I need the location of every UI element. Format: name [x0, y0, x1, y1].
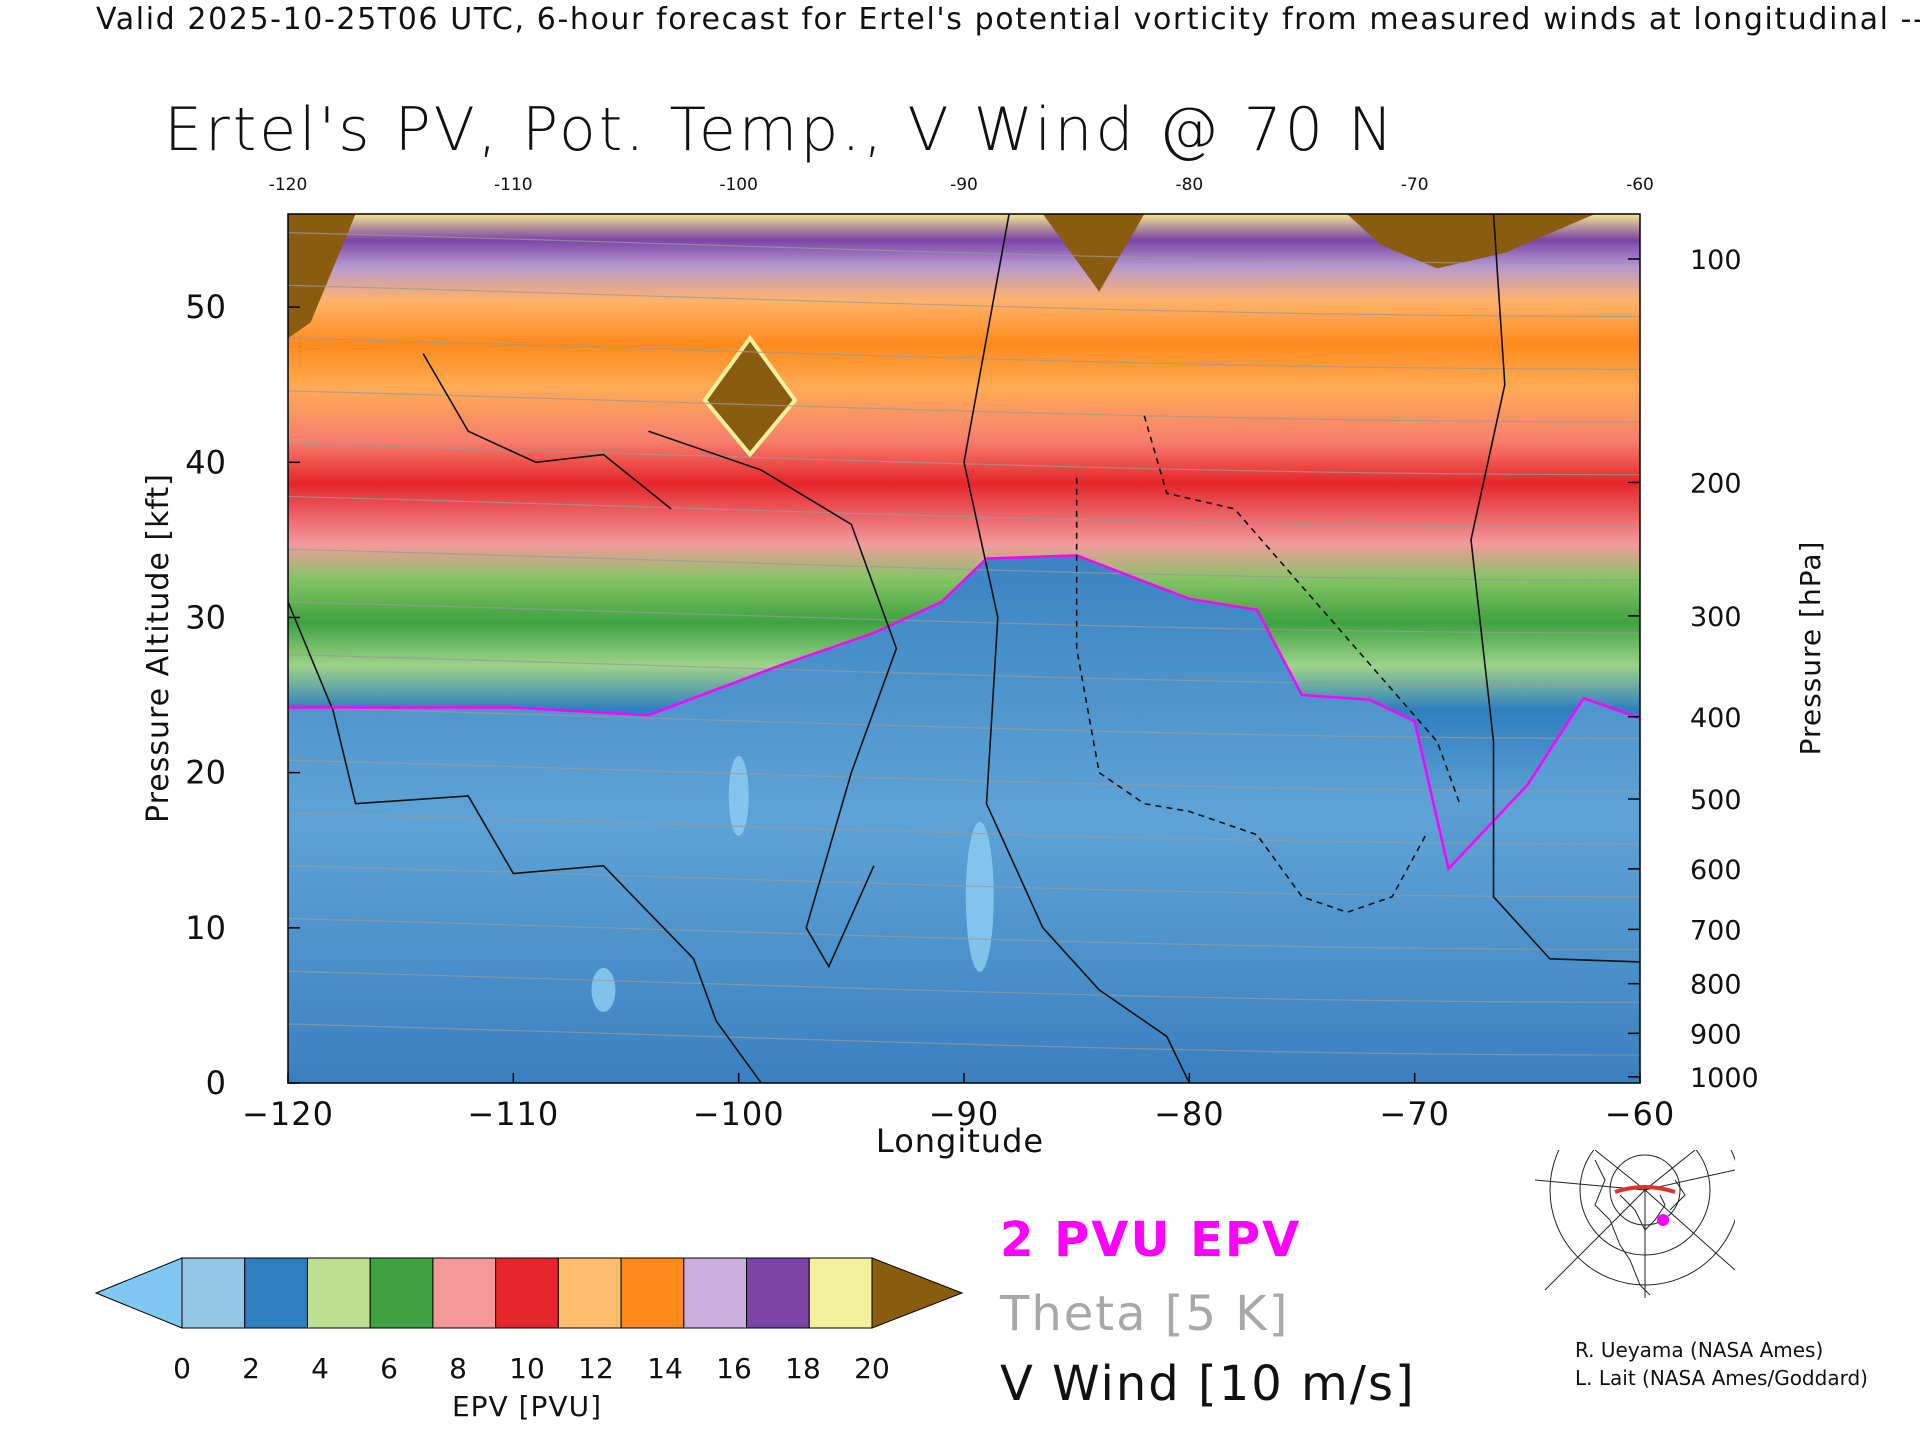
- legend-theta-label: Theta [5 K]: [1000, 1286, 1290, 1342]
- high-pv-cap: [702, 334, 798, 458]
- theta-contour: [288, 970, 1640, 1003]
- colorbar-tick-label: 6: [380, 1352, 398, 1385]
- longitude-track: [1614, 1185, 1676, 1194]
- low-pv-patch: [965, 821, 994, 972]
- colorbar-tick-label: 2: [242, 1352, 260, 1385]
- theta-contour: [288, 759, 1640, 792]
- y-tick-label: 40: [185, 443, 226, 481]
- x-tick-label: −70: [1379, 1095, 1450, 1133]
- low-pv-patch: [591, 967, 616, 1012]
- pressure-tick-label: 1000: [1690, 1063, 1759, 1094]
- theta-contour: [288, 548, 1640, 581]
- colorbar-segment: [495, 1257, 559, 1329]
- colorbar-segment: [181, 1257, 246, 1329]
- top-x-tick-label: -120: [269, 175, 308, 195]
- x-axis-label: Longitude: [876, 1122, 1044, 1160]
- legend-pv-label: 2 PVU EPV: [1000, 1212, 1302, 1268]
- pressure-tick-label: 100: [1690, 245, 1742, 276]
- pressure-tick-label: 400: [1690, 703, 1742, 734]
- theta-contour: [288, 495, 1640, 529]
- theta-contour: [288, 284, 1640, 318]
- theta-contour: [288, 654, 1640, 687]
- pressure-tick-label: 900: [1690, 1019, 1742, 1050]
- x-tick-label: −60: [1605, 1095, 1676, 1133]
- colorbar-tick-label: 16: [716, 1352, 752, 1385]
- credit-line-1: R. Ueyama (NASA Ames): [1575, 1338, 1824, 1362]
- y-axis-label: Pressure Altitude [kft]: [141, 473, 176, 823]
- credit-line-2: L. Lait (NASA Ames/Goddard): [1575, 1366, 1868, 1390]
- colorbar-segment: [683, 1257, 748, 1329]
- theta-contour: [288, 390, 1640, 423]
- colorbar-tick-label: 10: [509, 1352, 545, 1385]
- wind-contour: [1470, 214, 1640, 963]
- x-tick-label: −80: [1154, 1095, 1225, 1133]
- theta-contour: [288, 865, 1640, 898]
- wind-contour: [963, 214, 1191, 1083]
- pressure-tick-label: 500: [1690, 785, 1742, 816]
- colorbar-segment: [432, 1257, 497, 1329]
- location-marker: [1657, 1214, 1669, 1226]
- colorbar-tick-label: 8: [449, 1352, 467, 1385]
- colorbar-tick-label: 12: [578, 1352, 614, 1385]
- polar-map-icon: [1535, 1150, 1735, 1298]
- colorbar-tick-label: 20: [854, 1352, 890, 1385]
- legend-wind-label: V Wind [10 m/s]: [1000, 1356, 1416, 1412]
- colorbar-tick-label: 14: [647, 1352, 683, 1385]
- wind-contour: [1143, 415, 1461, 804]
- theta-contour: [288, 337, 1640, 370]
- high-pv-cap: [288, 214, 356, 339]
- pressure-tick-label: 700: [1690, 915, 1742, 946]
- x-tick-label: −110: [467, 1095, 559, 1133]
- high-pv-cap: [1347, 214, 1595, 269]
- wind-contour: [288, 601, 762, 1083]
- y-tick-label: 0: [206, 1064, 226, 1102]
- theta-contour: [288, 232, 1640, 265]
- colorbar-under-arrow: [94, 1257, 183, 1329]
- theta-contour: [288, 1023, 1640, 1056]
- top-x-tick-label: -110: [494, 175, 533, 195]
- pressure-tick-label: 800: [1690, 970, 1742, 1001]
- x-tick-label: −100: [693, 1095, 785, 1133]
- colorbar-tick-label: 18: [785, 1352, 821, 1385]
- top-x-tick-label: -90: [950, 175, 978, 195]
- pv-field-lower: [288, 555, 1640, 1083]
- pressure-tick-label: 600: [1690, 855, 1742, 886]
- theta-contour: [288, 812, 1640, 845]
- top-x-tick-label: -100: [719, 175, 758, 195]
- colorbar-segment: [244, 1257, 308, 1329]
- y-tick-label: 30: [185, 598, 226, 636]
- top-x-tick-label: -80: [1175, 175, 1203, 195]
- pressure-tick-label: 200: [1690, 468, 1742, 499]
- header-line: Valid 2025-10-25T06 UTC, 6-hour forecast…: [96, 2, 1920, 37]
- colorbar-segment: [620, 1257, 685, 1329]
- y-tick-label: 10: [185, 909, 226, 947]
- wind-contour: [648, 430, 898, 969]
- colorbar-segment: [746, 1257, 810, 1329]
- colorbar-tick-label: 4: [311, 1352, 329, 1385]
- low-pv-patch: [728, 755, 749, 836]
- y-tick-label: 50: [185, 288, 226, 326]
- colorbar-tick-label: 0: [173, 1352, 191, 1385]
- pv2-contour: [288, 554, 1640, 872]
- theta-contour: [288, 917, 1640, 951]
- colorbar-segment: [369, 1257, 434, 1329]
- theta-contour: [288, 601, 1640, 634]
- x-tick-label: −90: [929, 1095, 1000, 1133]
- high-pv-cap: [1042, 214, 1145, 292]
- top-x-tick-label: -60: [1626, 175, 1654, 195]
- wind-contour: [422, 353, 672, 510]
- wind-contour: [1075, 477, 1427, 914]
- colorbar-segment: [306, 1257, 371, 1329]
- top-x-tick-label: -70: [1401, 175, 1429, 195]
- colorbar-label: EPV [PVU]: [452, 1390, 602, 1423]
- chart-title: Ertel's PV, Pot. Temp., V Wind @ 70 N: [164, 95, 1396, 165]
- x-tick-label: −120: [242, 1095, 334, 1133]
- colorbar-segment: [557, 1257, 622, 1329]
- colorbar-segment: [808, 1257, 873, 1329]
- pressure-tick-label: 300: [1690, 602, 1742, 633]
- pressure-axis-label: Pressure [hPa]: [1794, 541, 1827, 756]
- colorbar-over-arrow: [871, 1257, 964, 1329]
- y-tick-label: 20: [185, 754, 226, 792]
